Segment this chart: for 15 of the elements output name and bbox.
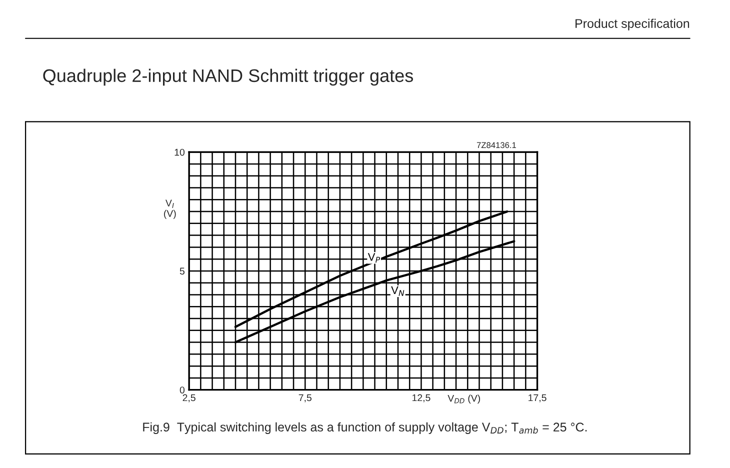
x-tick-label: 7,5 [298,394,312,402]
y-tick-label: 10 [174,148,185,156]
y-tick-label: 5 [180,268,184,275]
series-label: V$_{P}$ [368,253,380,263]
chart-title: Quadruple 2-input NAND Schmitt trigger gates [43,68,413,86]
y-tick-label: 0 [180,386,185,394]
x-tick-label: 2,5 [182,394,196,402]
y-axis-title: V$_{I}$ (V) [164,200,176,219]
x-axis-title: V$_{DD}$ (V) [448,394,480,404]
text: Product specification [576,18,690,30]
x-tick-label: 12,5 [412,394,430,402]
x-tick-label: 17,5 [528,394,546,402]
caption: Fig.9 Typical switching levels as a function of supply voltage V$_{DD}$; T$_{amb}$ = 25 °C. [143,422,587,434]
series-label: V$_{N}$ [391,286,404,296]
text: 7Z84136.1 [476,142,516,148]
